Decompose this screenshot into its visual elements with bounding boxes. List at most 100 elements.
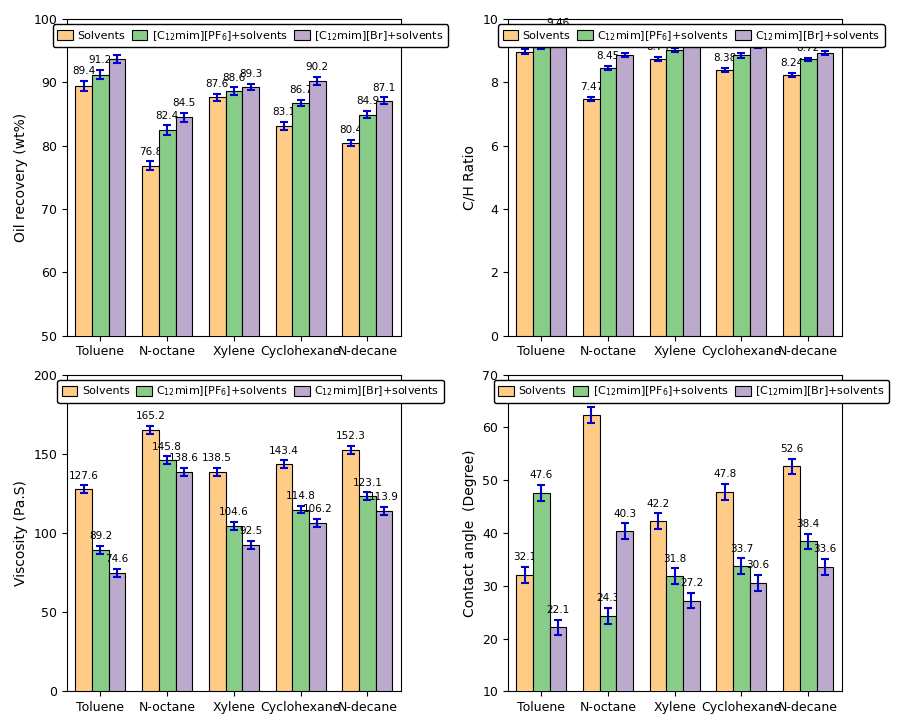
Text: 8.85: 8.85 — [730, 39, 753, 48]
Bar — [784, 75, 800, 336]
Text: 7.47: 7.47 — [580, 82, 603, 92]
Text: (c): (c) — [77, 384, 100, 399]
Text: 47.6: 47.6 — [530, 470, 553, 480]
Text: 127.6: 127.6 — [69, 470, 99, 480]
Bar — [109, 59, 125, 652]
Text: 8.24: 8.24 — [780, 58, 804, 68]
Bar — [816, 567, 834, 728]
Text: 9.21: 9.21 — [680, 27, 703, 36]
Text: 138.5: 138.5 — [203, 454, 232, 463]
Legend: Solvents, [C$_{12}$mim][PF$_6$]+solvents, [C$_{12}$mim][Br]+solvents: Solvents, [C$_{12}$mim][PF$_6$]+solvents… — [53, 25, 448, 47]
Bar — [92, 550, 109, 692]
Text: (d): (d) — [518, 384, 543, 399]
Text: 92.5: 92.5 — [239, 526, 262, 536]
Text: 104.6: 104.6 — [219, 507, 249, 517]
Text: 145.8: 145.8 — [152, 442, 182, 451]
Text: 27.2: 27.2 — [680, 578, 703, 588]
Bar — [293, 510, 309, 692]
Bar — [816, 53, 834, 336]
Text: 87.6: 87.6 — [205, 79, 229, 89]
Bar — [243, 545, 259, 692]
Bar — [750, 46, 766, 336]
Text: 74.6: 74.6 — [105, 555, 129, 564]
Text: 31.8: 31.8 — [663, 553, 686, 563]
Bar — [175, 472, 192, 692]
Y-axis label: Oil recovery (wt%): Oil recovery (wt%) — [14, 113, 28, 242]
Legend: Solvents, C$_{12}$mim][PF$_6$]+solvents, C$_{12}$mim][Br]+solvents: Solvents, C$_{12}$mim][PF$_6$]+solvents,… — [498, 25, 884, 47]
Legend: Solvents, [C$_{12}$mim][PF$_6$]+solvents, [C$_{12}$mim][Br]+solvents: Solvents, [C$_{12}$mim][PF$_6$]+solvents… — [494, 380, 889, 403]
Text: 152.3: 152.3 — [335, 432, 365, 441]
Text: 62.3: 62.3 — [580, 392, 603, 403]
Bar — [716, 492, 733, 728]
Text: 89.3: 89.3 — [239, 68, 262, 79]
Bar — [683, 44, 700, 336]
Text: 91.2: 91.2 — [89, 55, 112, 66]
Bar — [293, 103, 309, 652]
Text: 93.7: 93.7 — [105, 40, 129, 50]
Bar — [650, 521, 666, 728]
Text: 113.9: 113.9 — [369, 492, 399, 502]
Bar — [375, 100, 393, 652]
Legend: Solvents, C$_{12}$mim][PF$_6$]+solvents, C$_{12}$mim][Br]+solvents: Solvents, C$_{12}$mim][PF$_6$]+solvents,… — [57, 380, 444, 403]
Y-axis label: Contact angle  (Degree): Contact angle (Degree) — [463, 449, 476, 617]
Bar — [600, 68, 616, 336]
Bar — [243, 87, 259, 652]
Bar — [800, 60, 816, 336]
Text: 52.6: 52.6 — [780, 444, 804, 454]
Text: 80.4: 80.4 — [339, 125, 363, 135]
Text: 143.4: 143.4 — [269, 446, 299, 456]
Bar — [209, 98, 225, 652]
Text: 84.5: 84.5 — [172, 98, 195, 108]
Bar — [583, 415, 600, 728]
Text: 33.7: 33.7 — [730, 544, 753, 553]
Text: 165.2: 165.2 — [135, 411, 165, 421]
Bar — [275, 126, 293, 652]
Text: 76.8: 76.8 — [139, 147, 162, 157]
Bar — [533, 47, 550, 336]
Bar — [750, 582, 766, 728]
Bar — [92, 75, 109, 652]
Text: 123.1: 123.1 — [353, 478, 383, 488]
Text: 138.6: 138.6 — [169, 453, 199, 463]
Bar — [650, 59, 666, 336]
Bar — [666, 577, 683, 728]
Y-axis label: Viscosity (Pa.S): Viscosity (Pa.S) — [14, 480, 28, 586]
Text: 106.2: 106.2 — [303, 505, 332, 515]
Text: 32.1: 32.1 — [513, 552, 536, 562]
Bar — [516, 574, 533, 728]
Text: 88.6: 88.6 — [223, 73, 245, 82]
Text: (b): (b) — [518, 28, 543, 44]
Bar — [175, 117, 192, 652]
Bar — [209, 472, 225, 692]
Text: (a): (a) — [77, 28, 101, 44]
Text: 9.01: 9.01 — [664, 33, 686, 43]
Bar — [800, 542, 816, 728]
Text: 33.6: 33.6 — [814, 544, 836, 554]
Bar — [683, 601, 700, 728]
Text: 9.16: 9.16 — [746, 28, 770, 39]
Bar — [359, 496, 375, 692]
Bar — [516, 52, 533, 336]
Text: 8.38: 8.38 — [714, 53, 736, 63]
Bar — [550, 628, 566, 728]
Bar — [533, 493, 550, 728]
Bar — [309, 523, 325, 692]
Bar — [716, 70, 733, 336]
Bar — [583, 99, 600, 336]
Bar — [225, 526, 243, 692]
Bar — [309, 81, 325, 652]
Bar — [142, 166, 159, 652]
Y-axis label: C/H Ratio: C/H Ratio — [463, 145, 476, 210]
Bar — [616, 531, 633, 728]
Text: 8.72: 8.72 — [796, 43, 820, 53]
Bar — [359, 114, 375, 652]
Text: 9.12: 9.12 — [530, 29, 553, 39]
Bar — [375, 511, 393, 692]
Bar — [733, 55, 750, 336]
Bar — [275, 464, 293, 692]
Bar — [343, 143, 359, 652]
Bar — [75, 489, 92, 692]
Text: 89.4: 89.4 — [72, 66, 95, 76]
Text: 22.1: 22.1 — [546, 605, 570, 615]
Bar — [784, 467, 800, 728]
